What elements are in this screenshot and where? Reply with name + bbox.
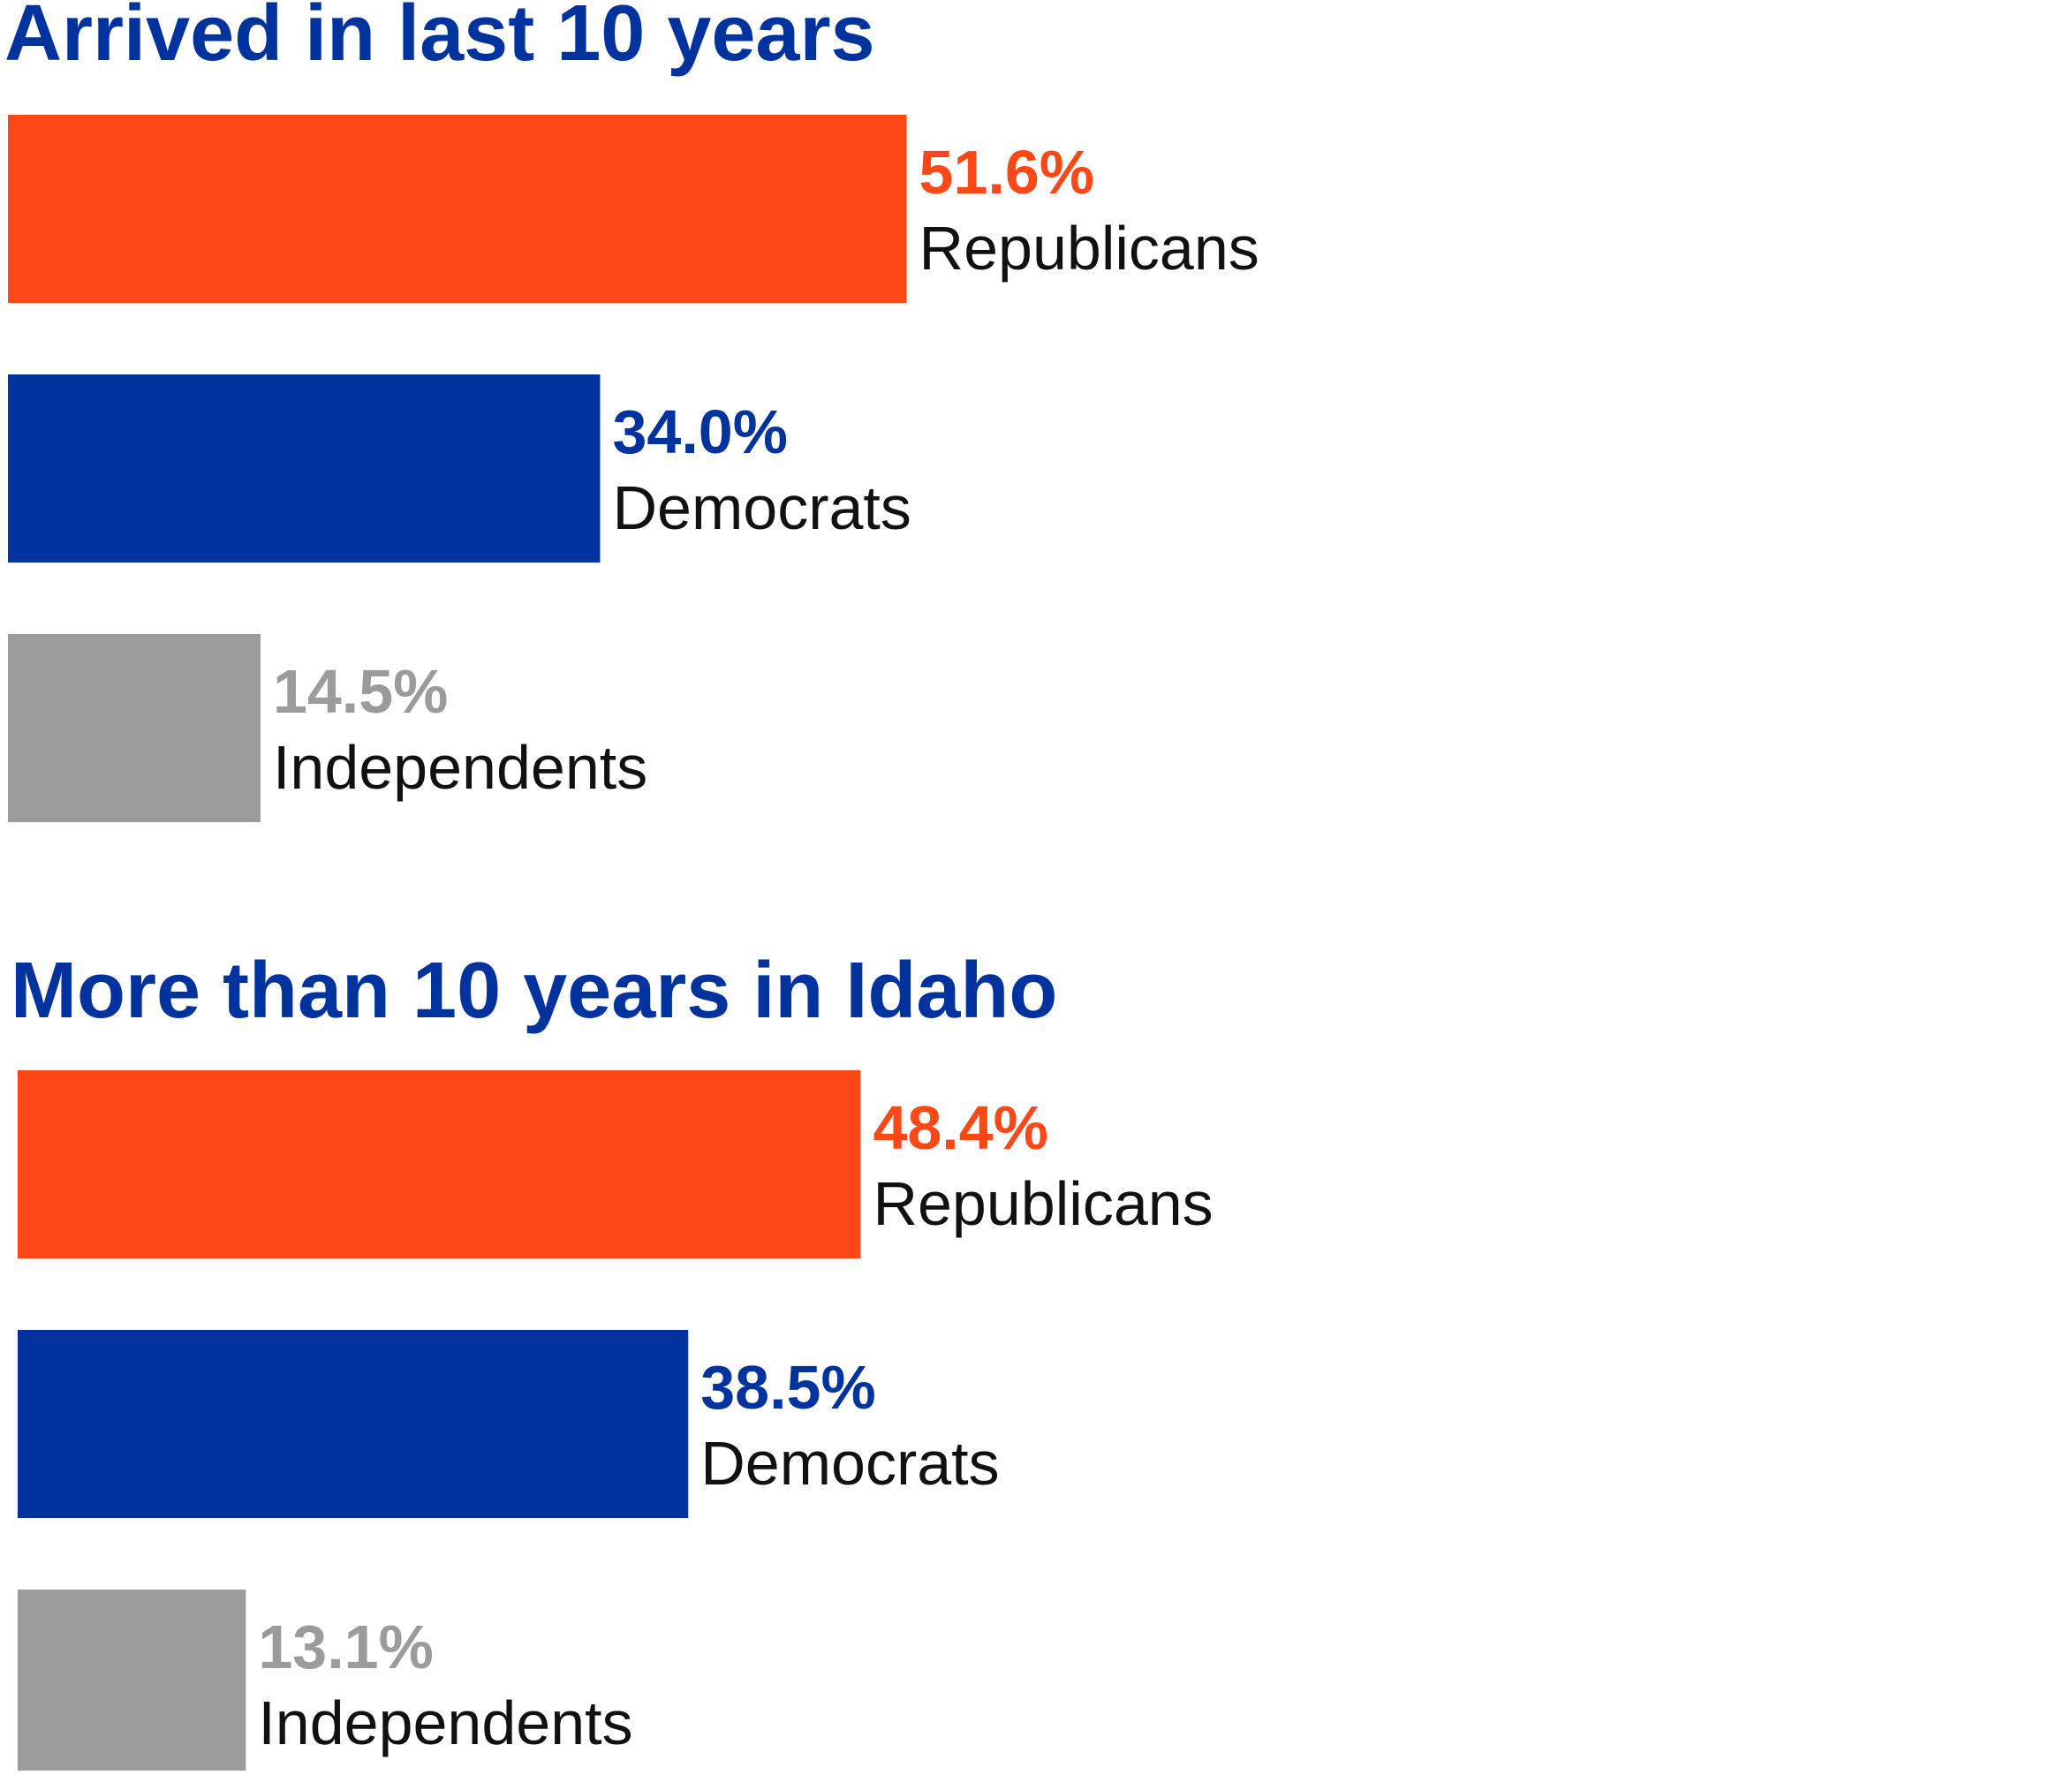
category-label-independents: Independents [273,733,647,802]
bar-independents [8,634,261,822]
value-label-republicans: 51.6% [919,138,1094,207]
category-label-democrats: Democrats [612,473,911,542]
value-label-independents: 13.1% [258,1613,433,1681]
bar-democrats [8,374,601,563]
category-label-democrats: Democrats [700,1429,999,1498]
value-label-democrats: 34.0% [612,397,787,466]
category-label-republicans: Republicans [873,1169,1213,1238]
category-label-independents: Independents [258,1688,632,1757]
panel-title: Arrived in last 10 years [4,0,875,78]
bar-republicans [8,115,907,303]
bar-independents [18,1590,246,1775]
chart-panel-2: More than 10 years in Idaho 48.4% Republic… [11,947,1214,1775]
value-label-republicans: 48.4% [873,1093,1047,1162]
bar-republicans [18,1070,861,1258]
bar-democrats [18,1330,689,1518]
chart-panel-1: Arrived in last 10 years 51.6% Republicans… [4,0,1259,822]
panel-title: More than 10 years in Idaho [11,947,1057,1035]
value-label-democrats: 38.5% [700,1353,875,1422]
category-label-republicans: Republicans [919,214,1259,283]
value-label-independents: 14.5% [273,657,448,726]
